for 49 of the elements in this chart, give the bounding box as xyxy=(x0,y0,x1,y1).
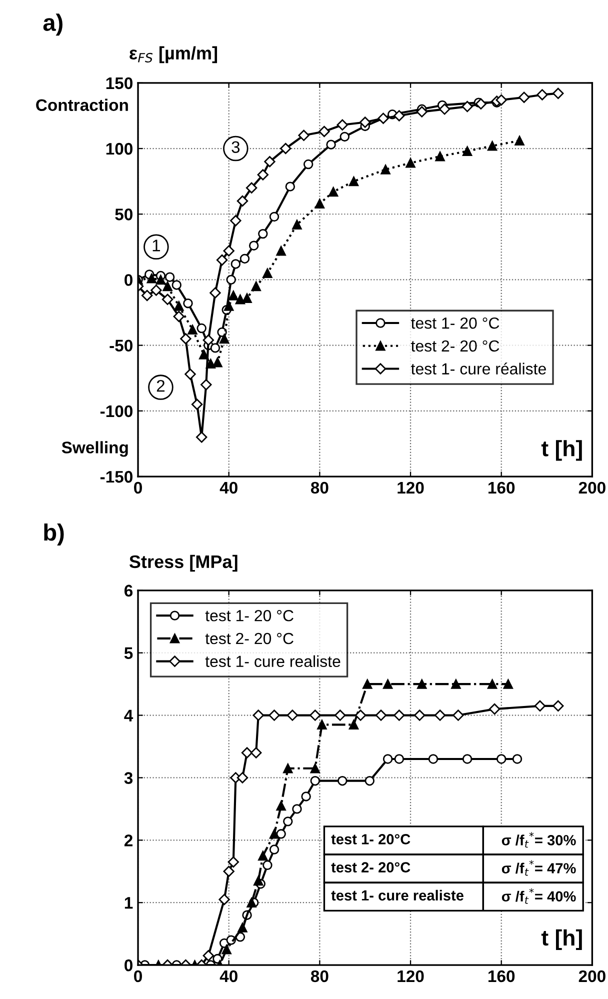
chart-title: a) xyxy=(43,14,62,36)
annotation: test 1- 20°C xyxy=(331,834,410,844)
legend-label: test 1- cure réaliste xyxy=(411,362,546,375)
legend-label: test 2- 20 °C xyxy=(205,632,294,644)
y-tick-label: -100 xyxy=(100,405,132,418)
annotation: 3 xyxy=(232,141,240,153)
text: Contraction xyxy=(36,98,128,112)
y-tick-label: 100 xyxy=(106,142,132,155)
x-tick-label: 200 xyxy=(578,970,606,982)
legend-label: test 1- 20 °C xyxy=(411,317,500,329)
x-tick-label: 0 xyxy=(134,482,142,494)
annotation: test 2- 20°C xyxy=(331,862,410,872)
y-tick-label: 3 xyxy=(124,772,133,784)
legend-label: test 2- 20 °C xyxy=(411,340,500,352)
y-tick-label: 4 xyxy=(124,710,134,722)
y-axis-title: ε$_{FS}$ [µm/m] xyxy=(130,46,218,64)
y-tick-label: -50 xyxy=(110,340,132,352)
x-tick-label: 80 xyxy=(310,970,328,982)
x-tick-label: 160 xyxy=(488,482,515,494)
y-tick-label: 150 xyxy=(106,77,132,90)
y-tick-label: 0 xyxy=(124,959,132,972)
y-tick-label: 50 xyxy=(115,208,132,220)
chart-title: b) xyxy=(44,523,64,546)
x-tick-label: 120 xyxy=(398,482,424,494)
annotation: 2 xyxy=(156,380,165,392)
y-axis-title: Stress [MPa] xyxy=(129,554,238,572)
x-tick-label: 80 xyxy=(310,482,328,494)
x-axis-title: t [h] xyxy=(541,929,582,950)
annotation: 1 xyxy=(152,240,160,252)
x-tick-label: 40 xyxy=(220,970,238,982)
x-tick-label: 40 xyxy=(220,482,238,494)
x-tick-label: 120 xyxy=(398,970,424,982)
y-tick-label: 0 xyxy=(124,274,132,286)
y-tick-label: 1 xyxy=(124,897,133,909)
annotation: σ /f$_{t}$$^{*}$= 40% xyxy=(502,888,576,904)
annotation: σ /f$_{t}$$^{*}$= 47% xyxy=(502,860,576,876)
y-tick-label: 5 xyxy=(124,647,133,660)
y-tick-label: -150 xyxy=(100,470,132,483)
x-tick-label: 200 xyxy=(578,482,606,494)
x-axis-title: t [h] xyxy=(541,440,582,461)
x-tick-label: 0 xyxy=(134,970,142,982)
legend-label: test 1- 20 °C xyxy=(205,610,294,622)
annotation: σ /f$_{t}$$^{*}$= 30% xyxy=(502,832,576,848)
y-tick-label: 6 xyxy=(124,584,133,597)
y-tick-label: 2 xyxy=(124,834,132,846)
x-tick-label: 160 xyxy=(488,970,515,982)
legend-label: test 1- cure realiste xyxy=(205,655,340,668)
text: Swelling xyxy=(62,441,128,457)
annotation: test 1- cure realiste xyxy=(331,890,464,901)
